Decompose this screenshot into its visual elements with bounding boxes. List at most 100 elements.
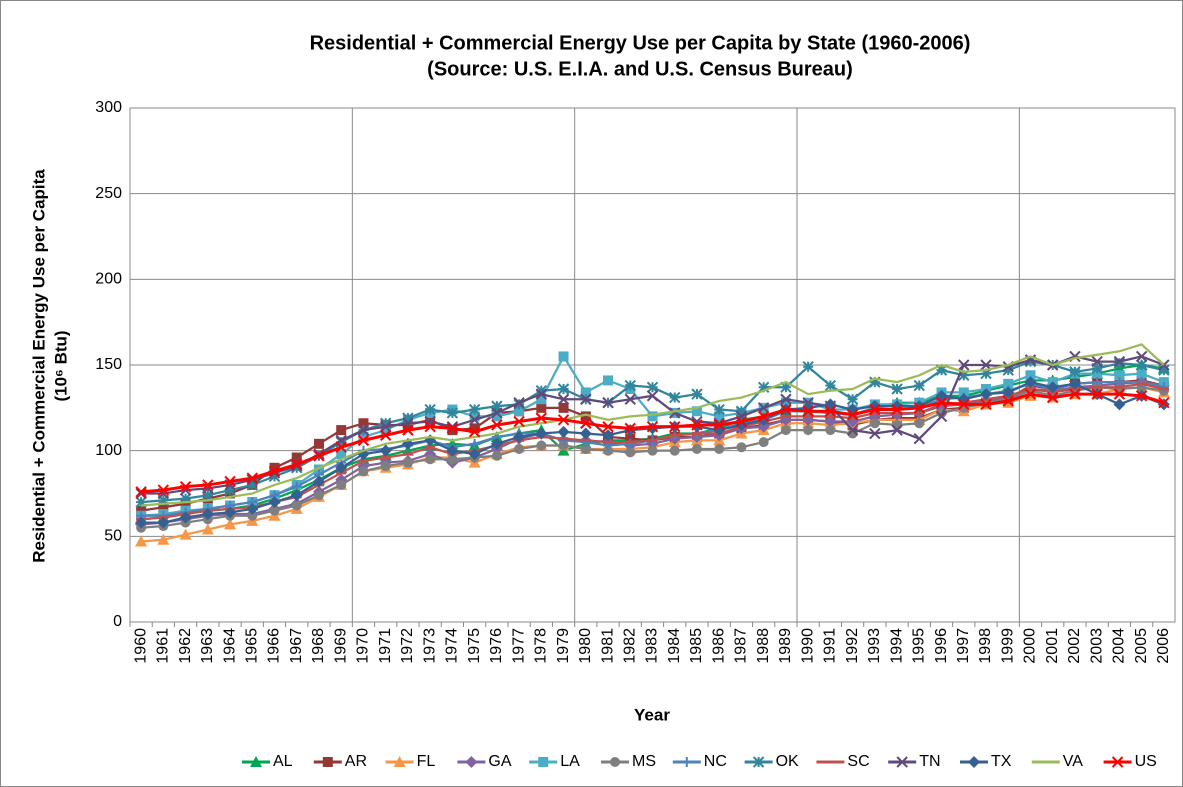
marker xyxy=(914,418,925,429)
marker xyxy=(202,479,214,491)
marker xyxy=(1024,376,1037,389)
marker xyxy=(958,369,970,381)
legend-label: TX xyxy=(991,753,1012,770)
marker xyxy=(935,364,948,376)
marker xyxy=(491,400,503,412)
marker xyxy=(379,420,392,433)
marker xyxy=(312,475,325,488)
x-tick-label: 1963 xyxy=(199,628,216,664)
x-tick-label: 1962 xyxy=(177,628,194,664)
marker xyxy=(714,411,725,422)
x-tick-label: 1996 xyxy=(933,628,950,664)
x-tick-label: 2001 xyxy=(1044,628,1061,664)
marker xyxy=(1091,362,1103,375)
marker xyxy=(846,393,859,405)
marker xyxy=(357,424,370,436)
marker xyxy=(291,452,302,463)
marker xyxy=(358,418,369,429)
marker xyxy=(513,396,525,409)
x-tick-label: 1983 xyxy=(644,628,661,664)
marker xyxy=(514,406,525,417)
marker xyxy=(291,462,303,474)
marker xyxy=(468,426,481,438)
marker xyxy=(625,433,636,444)
x-tick-label: 1989 xyxy=(777,628,794,664)
marker xyxy=(465,756,478,768)
marker xyxy=(1091,355,1103,368)
marker xyxy=(713,417,725,429)
x-tick-label: 1988 xyxy=(755,628,772,664)
x-tick-label: 1964 xyxy=(221,628,238,664)
marker xyxy=(780,381,792,393)
marker xyxy=(896,756,908,768)
marker xyxy=(602,420,614,433)
marker xyxy=(135,535,148,547)
marker xyxy=(757,410,770,423)
marker xyxy=(202,489,214,501)
legend-label: OK xyxy=(776,753,799,770)
marker xyxy=(291,458,303,471)
marker xyxy=(180,498,191,509)
x-tick-label: 2000 xyxy=(1022,628,1039,664)
marker xyxy=(290,489,303,502)
marker xyxy=(603,445,614,456)
marker xyxy=(402,424,414,436)
marker xyxy=(179,480,192,493)
marker xyxy=(1024,388,1037,400)
marker xyxy=(135,516,148,529)
marker xyxy=(1025,370,1036,381)
marker xyxy=(580,393,592,405)
marker xyxy=(558,402,569,413)
marker xyxy=(268,470,281,483)
legend-label: FL xyxy=(417,753,436,770)
marker xyxy=(624,379,636,392)
x-tick-label: 2006 xyxy=(1155,628,1172,664)
marker xyxy=(1113,388,1126,400)
marker xyxy=(1113,398,1126,411)
marker xyxy=(1092,377,1103,388)
legend-label: TN xyxy=(919,753,940,770)
marker xyxy=(980,388,993,401)
x-tick-label: 1967 xyxy=(288,628,305,664)
marker xyxy=(535,384,548,397)
marker xyxy=(469,438,480,449)
marker xyxy=(447,425,458,436)
marker xyxy=(402,412,414,424)
x-tick-label: 1960 xyxy=(132,628,149,664)
marker xyxy=(869,427,881,440)
marker xyxy=(246,472,258,484)
marker xyxy=(647,445,658,456)
marker xyxy=(1069,366,1081,378)
marker xyxy=(536,402,547,413)
marker xyxy=(379,444,392,457)
marker xyxy=(558,440,569,451)
marker xyxy=(646,381,659,393)
marker xyxy=(358,431,369,442)
y-axis-unit: (10⁶ Btu) xyxy=(51,330,70,401)
marker xyxy=(935,410,948,423)
marker xyxy=(802,405,814,417)
series xyxy=(136,382,1169,521)
marker xyxy=(468,403,481,416)
marker xyxy=(869,376,881,388)
marker xyxy=(1002,395,1014,407)
marker xyxy=(1113,357,1126,369)
legend-label: MS xyxy=(632,753,656,770)
marker xyxy=(157,494,170,507)
marker xyxy=(446,444,459,457)
marker xyxy=(447,454,458,465)
marker xyxy=(157,533,170,545)
marker xyxy=(1135,390,1148,402)
marker xyxy=(179,511,192,524)
marker xyxy=(713,403,725,416)
marker xyxy=(669,391,681,404)
legend-label: AR xyxy=(345,753,367,770)
marker xyxy=(513,398,525,411)
marker xyxy=(824,379,837,392)
x-tick-label: 2005 xyxy=(1133,628,1150,664)
legend-label: SC xyxy=(847,753,869,770)
marker xyxy=(646,420,659,433)
marker xyxy=(336,479,347,490)
marker xyxy=(358,466,369,477)
